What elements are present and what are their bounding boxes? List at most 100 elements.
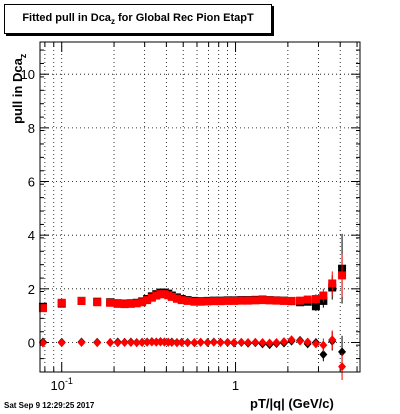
data-point-square <box>279 296 288 305</box>
data-point-square <box>265 296 274 305</box>
y-tick-label: 4 <box>28 228 35 243</box>
data-point-square <box>183 296 192 305</box>
y-axis-label: pull in Dcaz <box>10 34 28 144</box>
data-point-square <box>167 292 176 301</box>
data-point-diamond <box>244 337 253 347</box>
data-points <box>38 233 347 381</box>
data-point-square <box>209 297 218 306</box>
data-point-diamond <box>167 337 176 347</box>
data-point-diamond <box>113 338 122 348</box>
data-point-diamond <box>279 337 288 347</box>
chart-title: Fitted pull in Dcaz for Global Rec Pion … <box>5 12 271 26</box>
data-point-square <box>203 297 212 306</box>
data-point-diamond <box>177 337 186 347</box>
data-point-diamond <box>183 338 192 348</box>
data-point-square <box>311 302 320 311</box>
data-point-diamond <box>209 337 218 347</box>
data-point-diamond <box>172 338 181 348</box>
data-point-square <box>152 291 161 300</box>
x-tick-label-exponent: -1 <box>65 376 73 386</box>
data-point-square <box>126 299 135 308</box>
data-point-diamond <box>138 337 147 347</box>
data-point-square <box>272 296 281 305</box>
data-point-square <box>147 293 156 302</box>
y-tick-label: 10 <box>21 67 35 82</box>
chart-title-sub: z <box>110 17 115 27</box>
timestamp: Sat Sep 9 12:29:25 2017 <box>4 401 95 410</box>
data-point-square <box>258 296 267 305</box>
data-point-diamond <box>338 347 347 357</box>
y-tick-label: 8 <box>28 121 35 136</box>
data-point-diamond <box>106 337 115 347</box>
data-point-square <box>132 299 141 308</box>
data-point-square <box>190 297 199 306</box>
data-point-square <box>296 296 305 305</box>
data-point-diamond <box>296 336 305 346</box>
data-point-diamond <box>328 335 337 345</box>
axis-ticks <box>40 42 360 373</box>
data-point-diamond <box>190 337 199 347</box>
data-point-diamond <box>319 350 328 360</box>
data-point-diamond <box>132 338 141 348</box>
data-point-diamond <box>251 337 260 347</box>
data-point-square <box>172 294 181 303</box>
data-point-square <box>287 296 296 305</box>
data-point-square <box>223 296 232 305</box>
data-point-square <box>216 297 225 306</box>
data-point-square <box>196 297 205 306</box>
x-tick-label: 10-1 <box>50 376 72 393</box>
data-point-diamond <box>93 338 102 348</box>
data-point-diamond <box>120 337 129 347</box>
data-point-diamond <box>77 337 86 347</box>
data-point-square <box>319 291 328 300</box>
data-point-square <box>311 295 320 304</box>
x-tick-label: 1 <box>232 378 239 393</box>
y-tick-label: 6 <box>28 175 35 190</box>
data-point-diamond <box>272 337 281 347</box>
data-point-square <box>57 298 66 307</box>
y-tick-label: 2 <box>28 282 35 297</box>
data-point-square <box>143 296 152 305</box>
data-point-square <box>120 300 129 309</box>
data-point-diamond <box>230 337 239 347</box>
data-point-diamond <box>311 339 320 349</box>
data-point-diamond <box>258 337 267 347</box>
data-point-diamond <box>57 338 66 348</box>
data-point-diamond <box>265 338 274 348</box>
chart-title-rest: for Global Rec Pion EtapT <box>114 12 254 24</box>
data-point-square <box>237 296 246 305</box>
plot-frame-background <box>40 42 360 372</box>
data-point-diamond <box>303 337 312 347</box>
data-point-diamond <box>216 337 225 347</box>
data-point-diamond <box>237 337 246 347</box>
data-point-square <box>106 298 115 307</box>
data-point-diamond <box>287 335 296 345</box>
series-group <box>38 330 347 381</box>
data-point-square <box>93 298 102 307</box>
data-point-square <box>38 304 47 313</box>
data-point-square <box>303 295 312 304</box>
data-point-diamond <box>338 362 347 372</box>
x-tick-label-base: 10 <box>50 378 64 393</box>
series-group <box>38 253 347 313</box>
data-point-diamond <box>143 337 152 347</box>
data-point-square <box>77 296 86 305</box>
data-point-square <box>251 296 260 305</box>
data-point-square <box>230 296 239 305</box>
chart-title-main: Fitted pull in Dca <box>22 12 111 24</box>
data-point-diamond <box>126 337 135 347</box>
data-point-square <box>113 299 122 308</box>
x-axis-label: pT/|q| (GeV/c) <box>250 396 334 411</box>
data-point-diamond <box>38 338 47 348</box>
data-point-square <box>338 271 347 280</box>
chart-title-box: Fitted pull in Dcaz for Global Rec Pion … <box>4 4 272 34</box>
data-point-square <box>138 298 147 307</box>
data-point-diamond <box>203 337 212 347</box>
data-point-square <box>177 296 186 305</box>
data-point-square <box>328 279 337 288</box>
y-tick-label: 0 <box>28 335 35 350</box>
y-axis-label-main: pull in Dca <box>10 58 26 124</box>
y-axis-label-sub: z <box>17 53 28 59</box>
